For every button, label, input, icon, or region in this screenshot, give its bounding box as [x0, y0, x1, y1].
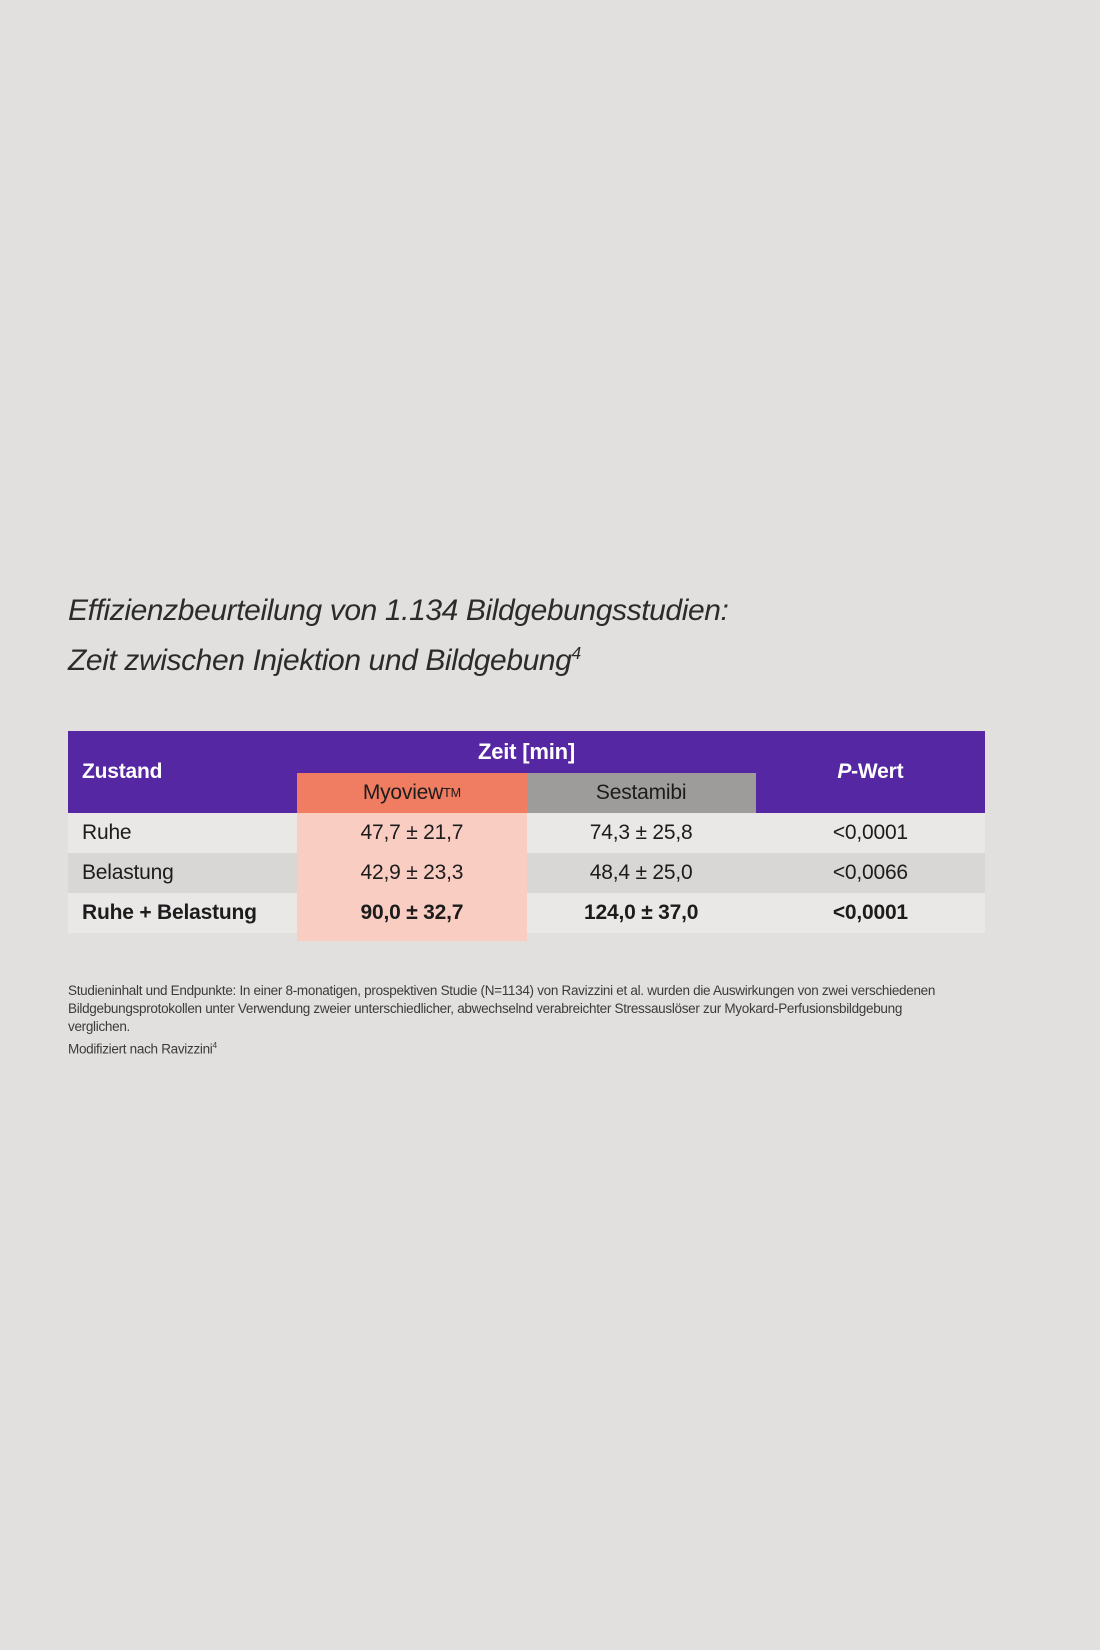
- myoview-column-overhang: [68, 933, 985, 941]
- footnote-line: Bildgebungsprotokollen unter Verwendung …: [68, 1001, 903, 1016]
- cell-myoview: 90,0 ± 32,7: [297, 893, 527, 933]
- footnote-superscript: 4: [212, 1040, 218, 1050]
- table-row-ruhe: Ruhe 47,7 ± 21,7 74,3 ± 25,8 <0,0001: [68, 813, 985, 853]
- efficiency-table: Zustand Zeit [min] P -Wert Myoview TM Sest…: [68, 731, 985, 941]
- table-row-ruhe-belastung: Ruhe + Belastung 90,0 ± 32,7 124,0 ± 37,…: [68, 893, 985, 933]
- cell-zustand: Belastung: [82, 861, 174, 884]
- cell-sestamibi: 48,4 ± 25,0: [589, 861, 693, 884]
- cell-sestamibi: 74,3 ± 25,8: [589, 821, 693, 844]
- table-header: Zustand Zeit [min] P -Wert Myoview TM Sest…: [68, 731, 985, 813]
- cell-p-wert: <0,0001: [832, 901, 908, 924]
- cell-zustand: Ruhe + Belastung: [82, 901, 257, 924]
- header-myoview: Myoview TM: [297, 773, 527, 813]
- p-wert-rest: -Wert: [851, 760, 904, 783]
- table-row-belastung: Belastung 42,9 ± 23,3 48,4 ± 25,0 <0,006…: [68, 853, 985, 893]
- header-zeit-group: Zeit [min]: [478, 739, 575, 764]
- header-zustand: Zustand: [82, 760, 163, 783]
- page-title-line1: Effizienzbeurteilung von 1.134 Bildgebun…: [68, 594, 729, 627]
- footnote: Studieninhalt und Endpunkte: In einer 8-…: [68, 982, 935, 1059]
- cell-p-wert: <0,0066: [832, 861, 908, 884]
- cell-myoview: 42,9 ± 23,3: [297, 853, 527, 893]
- cell-zustand: Ruhe: [82, 821, 132, 844]
- header-sestamibi: Sestamibi: [526, 773, 756, 813]
- p-wert-p: P: [837, 760, 852, 783]
- cell-sestamibi: 124,0 ± 37,0: [584, 901, 699, 924]
- page-title: Effizienzbeurteilung von 1.134 Bildgebun…: [68, 590, 729, 682]
- footnote-source: Modifiziert nach Ravizzini4: [68, 1040, 218, 1057]
- footnote-line: verglichen.: [68, 1019, 130, 1034]
- footnote-line: Studieninhalt und Endpunkte: In einer 8-…: [68, 983, 936, 998]
- header-p-wert: P -Wert: [756, 731, 985, 813]
- page-title-line2: Zeit zwischen Injektion und Bildgebung4: [68, 643, 581, 677]
- cell-myoview: 47,7 ± 21,7: [297, 813, 527, 853]
- title-superscript: 4: [571, 643, 581, 663]
- myoview-tm-superscript: TM: [443, 786, 461, 800]
- cell-p-wert: <0,0001: [832, 821, 908, 844]
